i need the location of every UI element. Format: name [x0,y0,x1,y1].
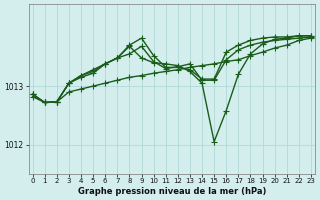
X-axis label: Graphe pression niveau de la mer (hPa): Graphe pression niveau de la mer (hPa) [77,187,266,196]
